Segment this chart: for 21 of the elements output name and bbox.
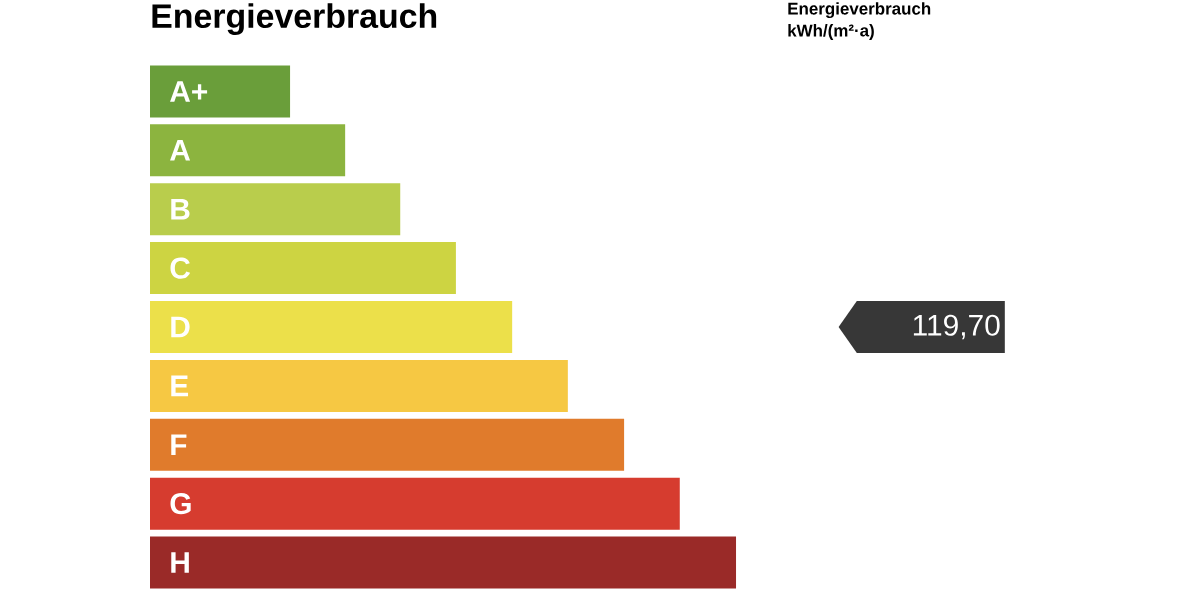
text: 119,70 bbox=[913, 314, 1000, 340]
y-tick-label: C bbox=[170, 257, 191, 279]
y-tick-label: E bbox=[171, 375, 189, 397]
bar bbox=[150, 536, 737, 589]
text: Energieverbrauch kWh/(m²·a) bbox=[788, 2, 931, 40]
y-tick-label: A bbox=[170, 140, 191, 161]
chart-title: Energieverbrauch bbox=[152, 3, 437, 35]
y-tick-label: A+ bbox=[170, 81, 208, 102]
bar bbox=[150, 65, 291, 118]
bar bbox=[150, 418, 625, 471]
y-tick-label: G bbox=[170, 493, 191, 515]
bar bbox=[150, 183, 401, 236]
bar bbox=[150, 359, 568, 412]
y-tick-label: B bbox=[171, 198, 190, 220]
y-tick-label: D bbox=[171, 316, 190, 338]
y-tick-label: H bbox=[171, 552, 189, 573]
bar bbox=[150, 124, 346, 177]
bar bbox=[150, 242, 456, 295]
bar bbox=[150, 477, 680, 530]
y-tick-label: F bbox=[171, 434, 187, 456]
bar bbox=[150, 301, 513, 353]
